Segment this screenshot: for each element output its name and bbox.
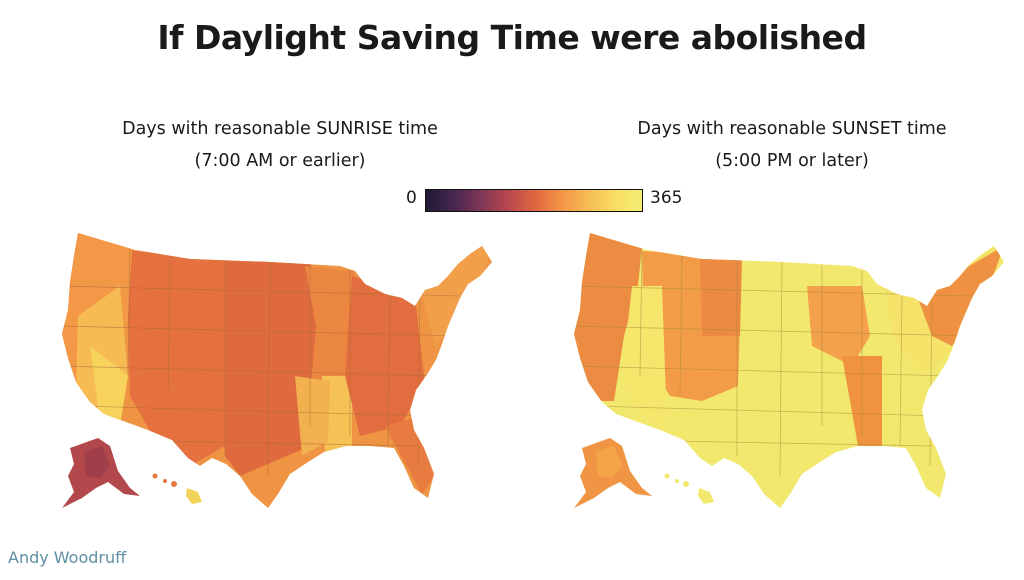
sunset-subtitle: Days with reasonable SUNSET time (5:00 P… [572, 113, 1012, 177]
author-credit: Andy Woodruff [8, 548, 127, 567]
sunrise-subtitle-line2: (7:00 AM or earlier) [194, 151, 366, 171]
alaska-shape [62, 438, 140, 508]
sunset-subtitle-line2: (5:00 PM or later) [715, 151, 869, 171]
alaska-shape-sunset [574, 438, 652, 508]
sunset-subtitle-line1: Days with reasonable SUNSET time [637, 119, 947, 139]
sunset-map [574, 233, 1004, 508]
sunrise-subtitle: Days with reasonable SUNRISE time (7:00 … [60, 113, 500, 177]
sunrise-map [62, 233, 492, 508]
page-title: If Daylight Saving Time were abolished [157, 18, 867, 57]
legend-max-label: 365 [650, 188, 683, 208]
legend-min-label: 0 [406, 188, 417, 208]
legend-gradient-bar [425, 189, 643, 212]
hawaii-shape [152, 473, 202, 504]
sunrise-subtitle-line1: Days with reasonable SUNRISE time [122, 119, 438, 139]
hawaii-shape-sunset [664, 473, 714, 504]
